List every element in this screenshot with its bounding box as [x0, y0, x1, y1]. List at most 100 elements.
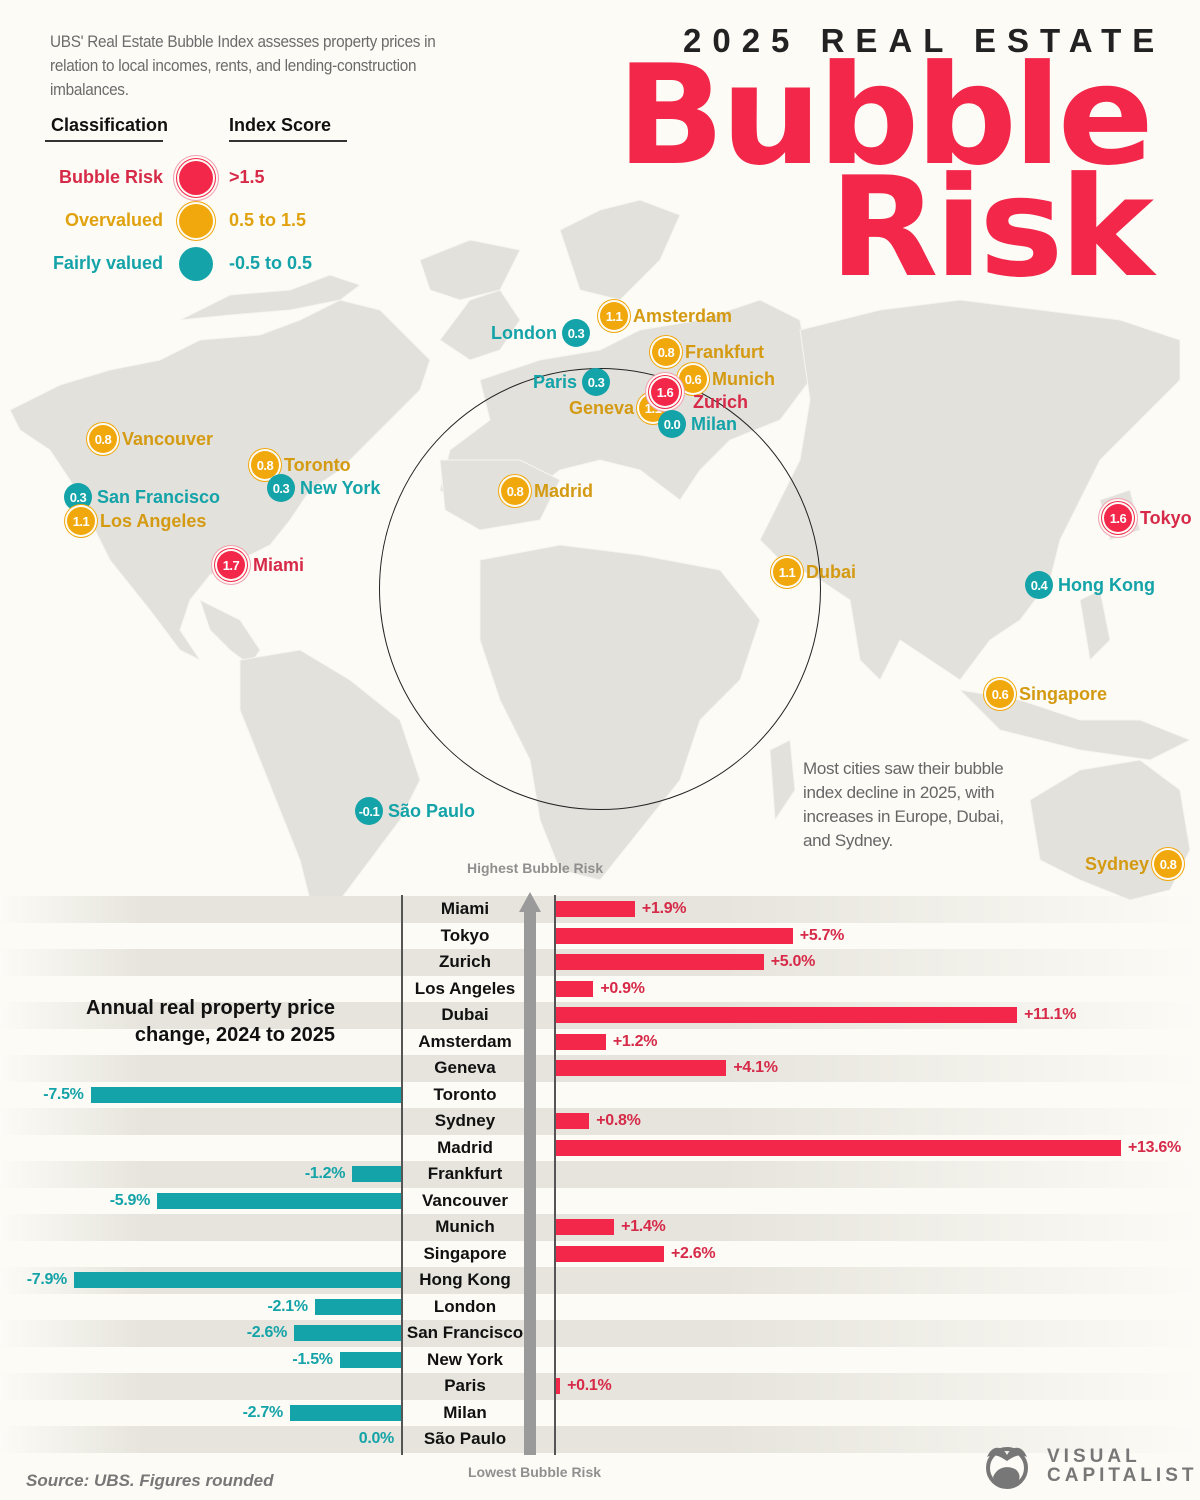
- score-badge: 1.6: [1104, 504, 1132, 532]
- chart-row: Vancouver -5.9%: [0, 1188, 1200, 1215]
- row-city-label: Munich: [435, 1217, 495, 1236]
- chart-row: New York -1.5%: [0, 1347, 1200, 1374]
- row-value-label: -2.7%: [242, 1403, 284, 1421]
- row-city-label: Sydney: [434, 1111, 496, 1130]
- chart-row: Los Angeles +0.9%: [0, 976, 1200, 1003]
- marker-los-angeles: 1.1 Los Angeles: [67, 507, 211, 535]
- row-city-label: Dubai: [441, 1005, 489, 1024]
- right-axis-line: [554, 895, 556, 1455]
- marker-frankfurt: 0.8 Frankfurt: [652, 338, 769, 366]
- negative-bar: [352, 1166, 402, 1182]
- city-label: Madrid: [534, 480, 594, 501]
- row-city-label: San Francisco: [406, 1323, 524, 1342]
- page-title: Bubble Risk: [617, 47, 1155, 297]
- chart-row: Amsterdam +1.2%: [0, 1029, 1200, 1056]
- chart-row: London -2.1%: [0, 1294, 1200, 1321]
- negative-bar: [339, 1351, 402, 1368]
- visual-capitalist-logo: VISUAL CAPITALIST: [975, 1443, 1197, 1489]
- row-value-label: +1.2%: [612, 1032, 658, 1050]
- row-value-label: +1.9%: [641, 900, 687, 917]
- row-value-label: +0.8%: [596, 1112, 641, 1129]
- marker-tokyo: 1.6 Tokyo: [1104, 504, 1197, 532]
- city-label: Frankfurt: [685, 341, 765, 362]
- marker-madrid: 0.8 Madrid: [501, 477, 598, 505]
- row-value-label: +0.1%: [567, 1377, 612, 1394]
- row-value-label: +13.6%: [1128, 1138, 1181, 1156]
- city-label: Los Angeles: [100, 510, 207, 531]
- chart-row: Milan -2.7%: [0, 1400, 1200, 1427]
- chart-row: Madrid +13.6%: [0, 1135, 1200, 1162]
- legend-header-classification: Classification: [45, 115, 168, 142]
- marker-milan: 0.0 Milan: [658, 410, 742, 438]
- europe-zoom-circle: [379, 368, 821, 810]
- score-badge: 0.8: [251, 451, 279, 479]
- chart-row: San Francisco -2.6%: [0, 1320, 1200, 1347]
- chart-row: Paris +0.1%: [0, 1373, 1200, 1400]
- logo-line-2: CAPITALIST: [1047, 1465, 1198, 1486]
- city-label: Amsterdam: [633, 305, 733, 326]
- row-value-label: -2.6%: [246, 1324, 288, 1341]
- row-city-label: São Paulo: [423, 1429, 507, 1448]
- score-badge: 0.3: [582, 368, 611, 396]
- city-label: Miami: [253, 554, 305, 575]
- score-badge: 1.1: [773, 558, 801, 586]
- legend-label: Overvalued: [64, 210, 163, 230]
- score-badge: 0.8: [501, 477, 529, 505]
- score-badge: 1.6: [651, 378, 679, 406]
- chart-row: Zurich +5.0%: [0, 949, 1200, 976]
- intro-text: UBS' Real Estate Bubble Index assesses p…: [50, 32, 436, 99]
- city-label: Sydney: [1085, 853, 1150, 874]
- city-label: São Paulo: [388, 800, 476, 821]
- chart-row: São Paulo 0.0%: [0, 1426, 1200, 1453]
- positive-bar: [556, 980, 594, 997]
- row-city-label: New York: [427, 1349, 503, 1369]
- risk-arrow-shaft: [524, 910, 536, 1455]
- score-badge: 0.8: [652, 338, 680, 366]
- chart-row: Geneva +4.1%: [0, 1055, 1200, 1082]
- marker-london: 0.3 London: [486, 319, 590, 347]
- score-badge: 0.4: [1025, 571, 1053, 599]
- legend-item-fairly-valued: Fairly valued -0.5 to 0.5: [45, 242, 355, 285]
- marker-amsterdam: 1.1 Amsterdam: [600, 302, 737, 330]
- city-label: Hong Kong: [1058, 574, 1155, 595]
- row-city-label: Frankfurt: [427, 1164, 503, 1183]
- chart-row: Hong Kong -7.9%: [0, 1267, 1200, 1294]
- legend-item-overvalued: Overvalued 0.5 to 1.5: [45, 199, 355, 242]
- chart-row: Singapore +2.6%: [0, 1241, 1200, 1268]
- positive-bar: [556, 1033, 606, 1050]
- source-note: Source: UBS. Figures rounded: [26, 1471, 274, 1490]
- negative-bar: [294, 1325, 402, 1341]
- chart-row: Toronto -7.5%: [0, 1082, 1200, 1109]
- teal-circle-icon: [179, 246, 213, 281]
- row-city-label: Zurich: [439, 952, 491, 971]
- score-badge: 0.3: [561, 319, 590, 347]
- score-badge: 0.8: [89, 425, 117, 453]
- row-city-label: Paris: [444, 1376, 486, 1395]
- city-label: Zurich: [693, 392, 749, 412]
- map-note: Most cities saw their bubble index decli…: [803, 759, 1004, 850]
- score-badge: 0.3: [64, 483, 92, 511]
- row-city-label: Geneva: [434, 1058, 496, 1077]
- score-badge: 0.6: [679, 365, 707, 393]
- positive-bar: [556, 1060, 727, 1076]
- legend-label: Fairly valued: [52, 253, 163, 273]
- marker-san-francisco: 0.3 San Francisco: [64, 483, 225, 511]
- legend-header-index-score: Index Score: [229, 115, 347, 142]
- score-badge: 1.1: [67, 507, 95, 535]
- title-line-1: Bubble: [616, 35, 1155, 196]
- row-city-label: London: [433, 1296, 497, 1316]
- marker-sao-paulo: -0.1 São Paulo: [355, 797, 480, 825]
- row-value-label: -7.9%: [26, 1271, 68, 1288]
- row-city-label: Milan: [443, 1402, 487, 1422]
- red-circle-icon: [179, 160, 213, 195]
- row-value-label: +5.7%: [799, 926, 845, 944]
- chart-title-line-2: change, 2024 to 2025: [134, 1024, 335, 1046]
- city-label: Toronto: [284, 454, 351, 475]
- city-label: New York: [300, 477, 381, 498]
- legend-range: >1.5: [229, 167, 265, 187]
- row-city-label: Amsterdam: [418, 1031, 512, 1051]
- supertitle: 2025 REAL ESTATE: [683, 22, 1166, 59]
- negative-bar: [90, 1086, 402, 1103]
- score-badge: 1.7: [217, 551, 245, 579]
- city-label: Geneva: [569, 397, 635, 418]
